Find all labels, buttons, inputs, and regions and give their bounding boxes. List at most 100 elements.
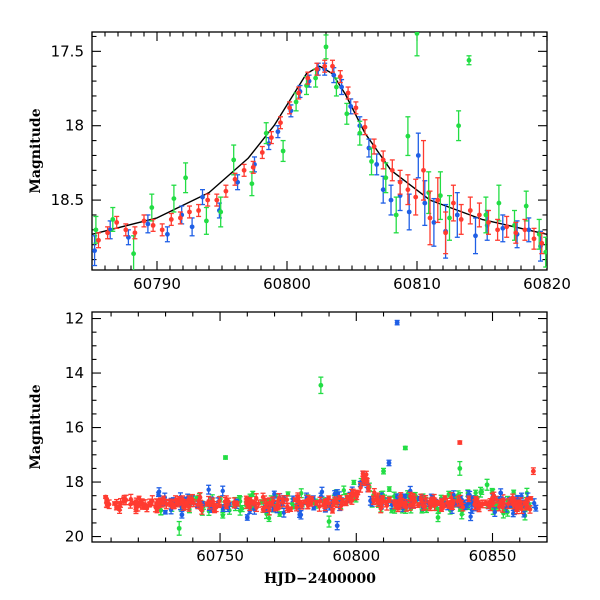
data-point — [476, 202, 482, 228]
data-point — [358, 482, 364, 493]
data-point — [444, 497, 450, 508]
x-tick-label: 60850 — [469, 547, 517, 565]
data-point — [422, 502, 428, 511]
data-point — [326, 515, 332, 528]
data-point — [250, 490, 256, 498]
model-curve-path — [92, 65, 547, 235]
top-model-curve — [92, 65, 547, 235]
data-point — [184, 500, 190, 505]
data-point — [386, 459, 392, 467]
data-point — [314, 62, 320, 76]
data-point — [519, 504, 525, 515]
data-point — [518, 492, 524, 500]
data-point — [183, 162, 189, 194]
data-point — [260, 492, 266, 502]
data-point — [539, 232, 545, 255]
data-point — [522, 218, 528, 241]
x-tick-label: 60820 — [523, 275, 571, 293]
data-point — [466, 495, 472, 503]
data-point — [435, 177, 441, 224]
data-point — [293, 92, 299, 112]
data-point — [239, 504, 245, 513]
data-point — [330, 59, 335, 73]
data-point — [110, 206, 116, 232]
data-point — [298, 488, 304, 499]
bottom-x-axis-label: HJD−2400000 — [264, 571, 376, 587]
data-point — [521, 510, 527, 518]
data-point — [164, 226, 170, 243]
data-point — [313, 499, 319, 506]
data-point — [121, 494, 127, 504]
data-point — [323, 34, 329, 60]
y-tick-label: 18 — [65, 117, 84, 135]
x-tick-label: 60800 — [263, 275, 311, 293]
data-point — [411, 497, 417, 509]
data-point — [504, 215, 510, 238]
data-point — [131, 235, 137, 270]
data-point — [296, 86, 302, 100]
data-point — [435, 512, 441, 523]
data-point — [231, 501, 237, 509]
data-point — [150, 218, 156, 232]
data-point — [114, 498, 120, 507]
data-point — [295, 494, 301, 501]
data-point — [484, 478, 490, 491]
data-point — [431, 197, 437, 247]
data-point — [278, 116, 283, 130]
data-point — [483, 499, 489, 507]
data-point — [324, 497, 330, 505]
data-point — [414, 32, 420, 57]
data-point — [467, 196, 473, 225]
data-point — [334, 520, 340, 531]
data-point — [397, 169, 403, 195]
data-point — [275, 125, 281, 139]
y-tick-label: 12 — [65, 310, 84, 328]
data-point — [218, 196, 224, 228]
data-point — [456, 110, 462, 142]
data-point — [198, 503, 204, 511]
top-panel: 60790 60800 60810 60820 17.5 18 18.5 Magnitude — [28, 31, 571, 293]
data-point — [437, 171, 443, 221]
data-point — [369, 147, 374, 176]
data-point — [107, 220, 113, 240]
data-point — [392, 500, 398, 510]
data-point — [447, 194, 452, 241]
y-tick-label: 18.5 — [51, 191, 84, 209]
data-point — [206, 484, 212, 495]
data-point — [439, 498, 445, 510]
data-point — [454, 496, 460, 507]
y-tick-label: 16 — [65, 419, 84, 437]
data-point — [383, 162, 389, 194]
data-point — [500, 502, 506, 513]
data-point — [268, 131, 274, 145]
data-point — [105, 226, 111, 240]
data-point — [374, 153, 380, 176]
data-point — [427, 190, 433, 246]
data-point — [449, 500, 455, 511]
data-point — [244, 514, 250, 521]
data-point — [243, 495, 249, 502]
data-point — [223, 184, 229, 198]
bottom-y-axis-label: Magnitude — [28, 384, 44, 469]
data-point — [527, 505, 533, 514]
data-point — [145, 214, 151, 234]
data-point — [403, 503, 409, 512]
data-point — [337, 70, 343, 84]
data-point — [386, 486, 392, 492]
data-point — [332, 496, 338, 508]
data-point — [214, 193, 220, 207]
data-point — [223, 455, 229, 460]
data-point — [249, 171, 255, 197]
x-tick-label: 60750 — [196, 547, 244, 565]
data-point — [189, 493, 195, 505]
data-point — [473, 217, 478, 255]
data-point — [468, 511, 474, 522]
data-point — [231, 144, 237, 176]
data-point — [266, 505, 272, 516]
data-point — [305, 494, 311, 504]
data-point — [200, 189, 205, 206]
data-point — [174, 500, 180, 506]
data-point — [316, 500, 322, 512]
data-point — [483, 196, 489, 234]
